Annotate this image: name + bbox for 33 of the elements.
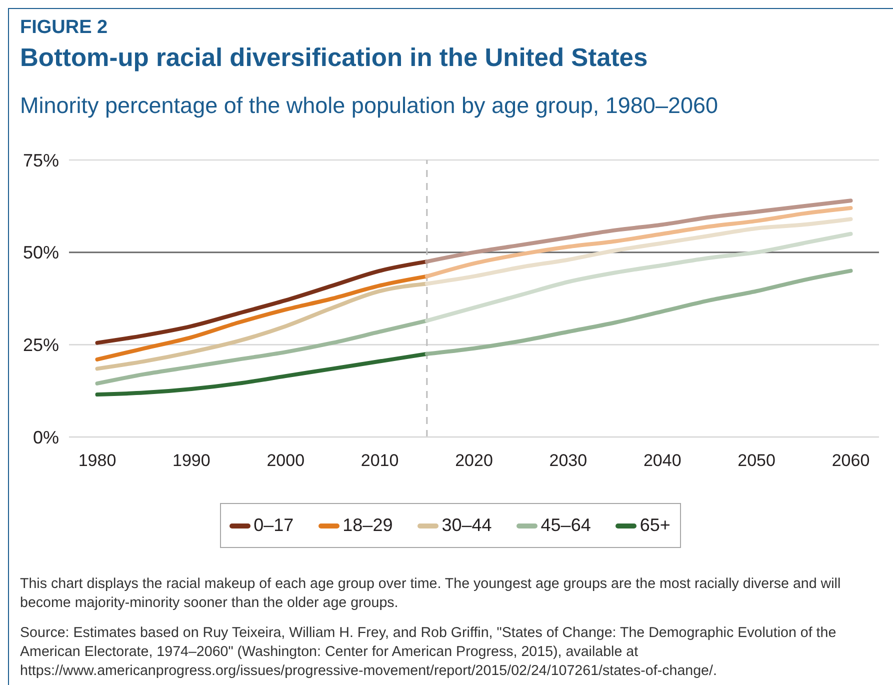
legend-label: 0–17 <box>254 515 294 536</box>
line-series <box>95 260 429 345</box>
chart-subtitle: Minority percentage of the whole population by age group, 1980–2060 <box>20 93 718 119</box>
x-tick-label: 2030 <box>549 451 588 470</box>
legend-label: 18–29 <box>342 515 393 536</box>
x-tick-label: 2020 <box>455 451 493 470</box>
x-tick-label: 1990 <box>172 451 210 470</box>
y-tick-label: 25% <box>22 335 59 356</box>
x-tick-label: 2050 <box>738 451 776 470</box>
caption: FIGURE 2 <box>20 17 108 39</box>
line-series <box>95 352 429 397</box>
y-tick-label: 50% <box>22 242 59 263</box>
line-series <box>424 198 853 264</box>
line-series <box>424 232 853 323</box>
y-tick-label: 0% <box>32 427 59 448</box>
x-tick-label: 1980 <box>78 451 116 470</box>
line-series <box>424 268 853 356</box>
x-tick-label: 2010 <box>360 451 399 470</box>
x-tick-label: 2000 <box>266 451 305 470</box>
source-note: Source: Estimates based on Ruy Teixeira, William H. Frey, and Rob Griffin, "States of Change: The Demographic Evolution of the American Electorate, 1974–2060" (Washington: Center for American Progress, 2015), available at https://www.americanprogress.org/issues/progressive-movement/report/2015/02/24/107261/states-of-change/. <box>20 624 838 681</box>
line-series <box>424 217 853 286</box>
x-tick-label: 2040 <box>643 451 682 470</box>
legend-label: 30–44 <box>442 515 492 536</box>
text: This chart displays the racial makeup of each age group over time. The youngest age groups are the most racially diverse and will become majority-minority sooner than the older age groups. <box>20 575 842 613</box>
chart-title: Bottom-up racial diversification in the United States <box>20 44 648 73</box>
x-tick-label: 2060 <box>832 451 870 470</box>
legend-label: 65+ <box>640 515 670 536</box>
legend-label: 45–64 <box>540 515 591 536</box>
y-tick-label: 75% <box>22 150 59 170</box>
line-series <box>95 274 429 362</box>
line-series <box>424 206 853 278</box>
line-series <box>95 282 429 371</box>
line-series <box>95 318 429 386</box>
